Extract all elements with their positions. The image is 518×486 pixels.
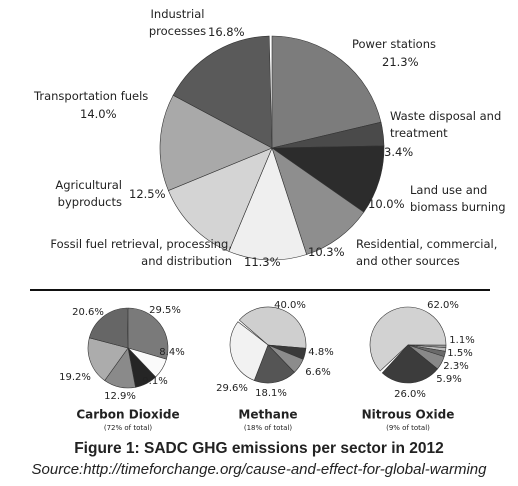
pie-slice: [271, 147, 365, 255]
slice-label: Land use and biomass burning: [410, 183, 506, 214]
slice-label: Fossil fuel retrieval, processing, and d…: [50, 237, 232, 268]
pie-subtitle: (18% of total): [244, 424, 292, 432]
pie-slice: [88, 307, 129, 349]
slice-label: Agricultural byproducts: [55, 178, 122, 209]
pie-slice: [238, 306, 307, 349]
pie-slice: [159, 94, 273, 191]
pie-subtitle: (9% of total): [386, 424, 430, 432]
pie-slice: [172, 35, 273, 149]
value-label: 11.3%: [244, 255, 281, 269]
value-label: 1.5%: [447, 348, 472, 359]
slice-label: Transportation fuels: [34, 89, 149, 103]
value-label: 10.0%: [368, 197, 405, 211]
value-label: 6.6%: [305, 367, 330, 378]
value-label: 1.1%: [449, 335, 474, 346]
slice-label: Residential, commercial, and other sourc…: [356, 237, 498, 268]
pie-subtitle: (72% of total): [104, 424, 152, 432]
value-label: 9.1%: [142, 376, 167, 387]
value-label: 12.9%: [104, 391, 136, 402]
value-label: 12.5%: [129, 187, 166, 201]
pie-title: Methane: [238, 408, 297, 422]
pie-slice: [253, 344, 295, 384]
value-label: 19.2%: [59, 372, 91, 383]
pie-slice: [228, 147, 307, 261]
pie-slice: [229, 321, 269, 381]
value-label: 62.0%: [427, 300, 459, 311]
value-label: 29.6%: [216, 383, 248, 394]
value-label: 14.0%: [80, 107, 117, 121]
pie-slice: [369, 306, 447, 372]
value-label: 40.0%: [274, 300, 306, 311]
value-label: 5.9%: [436, 374, 461, 385]
value-label: 26.0%: [394, 389, 426, 400]
source: Source:http://timeforchange.org/cause-an…: [32, 461, 488, 478]
caption: Figure 1: SADC GHG emissions per sector …: [74, 440, 444, 457]
pie-slice: [381, 344, 438, 384]
slice-label: Power stations: [352, 37, 436, 51]
value-label: 18.1%: [255, 388, 287, 399]
value-label: 21.3%: [382, 55, 419, 69]
pie-title: Nitrous Oxide: [362, 408, 455, 422]
pie-slice: [87, 337, 129, 381]
value-label: 3.4%: [384, 145, 414, 159]
value-label: 4.8%: [308, 347, 333, 358]
value-label: 20.6%: [72, 307, 104, 318]
pie-slice: [167, 147, 273, 252]
value-label: 2.3%: [443, 361, 468, 372]
value-label: 8.4%: [159, 347, 184, 358]
value-label: 10.3%: [308, 245, 345, 259]
value-label: 16.8%: [208, 25, 245, 39]
pie-slice: [271, 35, 382, 149]
value-label: 29.5%: [149, 305, 181, 316]
pie-slice: [127, 307, 169, 360]
slice-label: Industrial processes: [148, 7, 207, 38]
pie-title: Carbon Dioxide: [76, 408, 179, 422]
slice-label: Waste disposal and treatment: [390, 109, 502, 140]
